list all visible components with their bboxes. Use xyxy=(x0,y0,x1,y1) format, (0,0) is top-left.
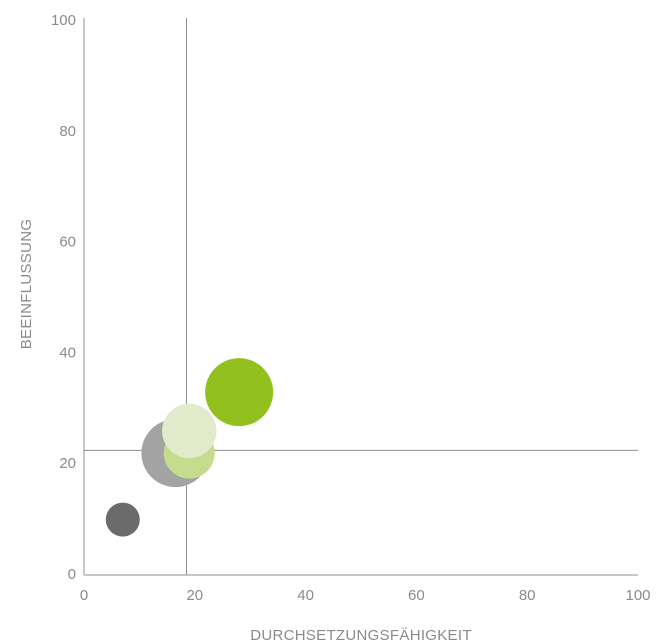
x-tick-labels: 0 20 40 60 80 100 xyxy=(80,587,651,604)
y-tick-label: 20 xyxy=(59,455,76,472)
x-tick-label: 80 xyxy=(519,587,536,604)
y-tick-label: 80 xyxy=(59,123,76,140)
reference-lines xyxy=(84,18,638,575)
axes xyxy=(83,18,638,576)
y-tick-label: 40 xyxy=(59,344,76,361)
bubble-1 xyxy=(105,502,140,537)
x-axis-label: DURCHSETZUNGSFÄHIGKEIT xyxy=(250,627,472,644)
bubble-5 xyxy=(205,358,274,427)
x-tick-label: 0 xyxy=(80,587,88,604)
y-tick-label: 100 xyxy=(51,12,76,29)
y-tick-labels: 0 20 40 60 80 100 xyxy=(51,12,76,583)
x-tick-label: 40 xyxy=(297,587,314,604)
bubbles xyxy=(105,358,274,537)
y-axis-label: BEEINFLUSSUNG xyxy=(18,219,35,350)
bubble-4 xyxy=(162,403,217,459)
x-tick-label: 60 xyxy=(408,587,425,604)
x-tick-label: 20 xyxy=(186,587,203,604)
x-tick-label: 100 xyxy=(625,587,650,604)
y-tick-label: 60 xyxy=(59,234,76,251)
y-tick-label: 0 xyxy=(68,566,76,583)
